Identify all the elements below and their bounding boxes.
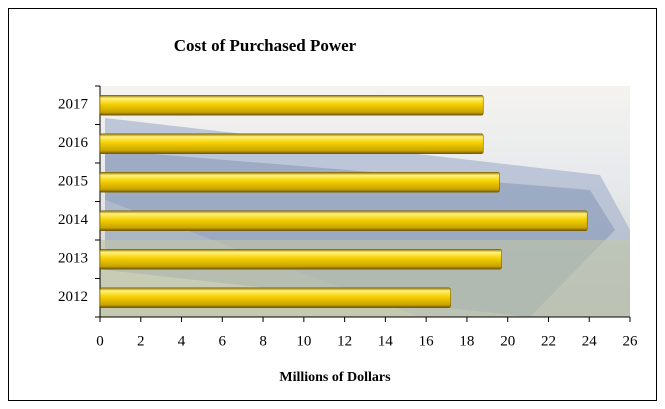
x-tick-label: 22 <box>541 333 556 349</box>
x-tick-label: 20 <box>500 333 515 349</box>
bar <box>99 248 502 270</box>
y-tick-label: 2017 <box>58 97 89 113</box>
x-tick-label: 6 <box>219 333 227 349</box>
bar <box>99 287 451 309</box>
x-tick-label: 24 <box>582 333 598 349</box>
bar <box>99 210 588 232</box>
x-tick-label: 18 <box>459 333 474 349</box>
x-tick-label: 0 <box>96 333 104 349</box>
x-tick-label: 12 <box>337 333 352 349</box>
x-tick-label: 2 <box>137 333 145 349</box>
y-tick-label: 2016 <box>58 135 89 151</box>
x-tick-label: 14 <box>378 333 394 349</box>
bar <box>99 171 500 193</box>
bar <box>99 133 484 155</box>
background-photo <box>100 86 630 317</box>
x-tick-label: 8 <box>259 333 267 349</box>
y-tick-label: 2014 <box>58 212 89 228</box>
y-tick-label: 2015 <box>58 174 88 190</box>
x-tick-label: 16 <box>419 333 435 349</box>
x-tick-label: 4 <box>178 333 186 349</box>
x-tick-label: 26 <box>623 333 639 349</box>
bar <box>99 94 484 116</box>
x-tick-label: 10 <box>296 333 311 349</box>
y-tick-label: 2012 <box>58 289 88 305</box>
y-tick-label: 2013 <box>58 251 88 267</box>
chart-title: Cost of Purchased Power <box>174 36 357 55</box>
x-axis-label: Millions of Dollars <box>279 370 391 385</box>
